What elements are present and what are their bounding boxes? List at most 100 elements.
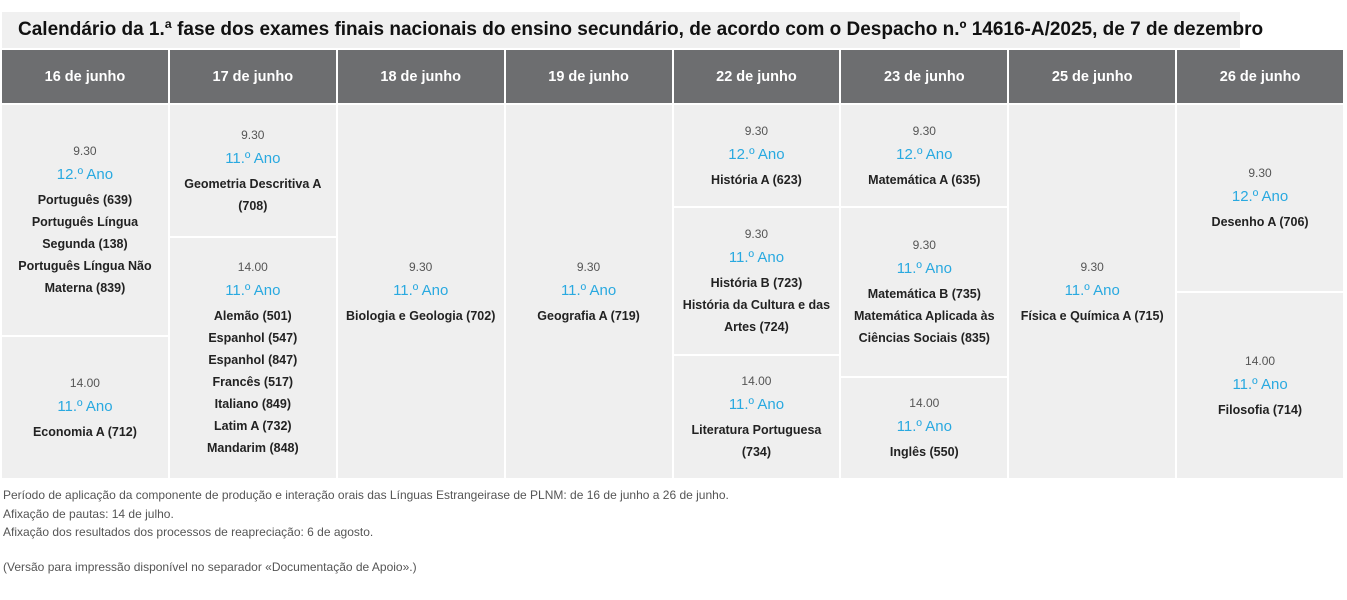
exam-slot: 14.00 11.º Ano Filosofia (714)	[1177, 293, 1343, 478]
exam-time: 9.30	[241, 127, 265, 142]
day-column: 19 de junho 9.30 11.º Ano Geografia A (719)	[505, 50, 672, 478]
exam-subject: Italiano (849)	[214, 397, 292, 411]
exam-subject: História B (723)	[710, 276, 803, 290]
exam-table: 16 de junho 9.30 12.º Ano Português (639) Po…	[2, 50, 1343, 478]
exam-year: 11.º Ano	[393, 281, 449, 299]
exam-time: 14.00	[741, 374, 772, 388]
exam-slot: 9.30 12.º Ano Português (639) Português Lín…	[2, 105, 168, 335]
day-column: 26 de junho 9.30 12.º Ano Desenho A (706) 14…	[1177, 50, 1343, 478]
exam-slot: 14.00 11.º Ano Literatura Portuguesa (734)	[673, 356, 840, 478]
exam-subject: Filosofia (714)	[1218, 402, 1303, 417]
day-column: 23 de junho 9.30 12.º Ano Matemática A (635…	[841, 50, 1008, 478]
exam-time: 14.00	[69, 375, 100, 390]
exam-subject: História A (623)	[711, 172, 802, 187]
exam-subject: Espanhol (547)	[208, 331, 298, 345]
exam-subject: Português Língua Segunda (138)	[31, 215, 139, 251]
exam-slot: 9.30 11.º Ano História B (723) História da …	[673, 208, 840, 354]
day-column: 16 de junho 9.30 12.º Ano Português (639) Po…	[2, 50, 168, 478]
day-body: 9.30 11.º Ano Biologia e Geologia (702)	[337, 105, 504, 478]
exam-slot: 9.30 11.º Ano Matemática B (735) Matemática…	[841, 208, 1008, 376]
exam-time: 9.30	[744, 227, 769, 241]
exam-year: 11.º Ano	[560, 281, 617, 299]
day-header: 19 de junho	[505, 50, 672, 103]
exam-year: 12.º Ano	[728, 145, 785, 163]
exam-year: 11.º Ano	[728, 249, 785, 266]
day-column: 17 de junho 9.30 11.º Ano Geometria Descrit…	[169, 50, 336, 478]
exam-subject: Português Língua Não Materna (839)	[18, 259, 152, 295]
exam-subject: Francês (517)	[212, 375, 294, 389]
exam-subject: Matemática A (635)	[868, 172, 981, 187]
day-column: 18 de junho 9.30 11.º Ano Biologia e Geolog…	[337, 50, 504, 478]
day-column: 22 de junho 9.30 12.º Ano História A (623) 9…	[673, 50, 840, 478]
exam-year: 12.º Ano	[896, 145, 953, 163]
exam-slot: 9.30 11.º Ano Biologia e Geologia (702)	[337, 105, 504, 478]
day-column: 25 de junho 9.30 11.º Ano Física e Química …	[1009, 50, 1176, 478]
exam-year: 11.º Ano	[896, 260, 952, 277]
day-body: 9.30 12.º Ano Desenho A (706) 14.00 11.º Ano…	[1177, 105, 1343, 478]
exam-year: 11.º Ano	[728, 396, 785, 413]
day-body: 9.30 11.º Ano Física e Química A (715)	[1009, 105, 1176, 478]
exam-subject: Geometria Descritiva A (708)	[184, 176, 322, 213]
exam-slot: 9.30 11.º Ano Geometria Descritiva A (708)	[169, 105, 336, 236]
exam-subject: Mandarim (848)	[206, 441, 299, 455]
day-header: 25 de junho	[1009, 50, 1176, 103]
note-line: Afixação dos resultados dos processos de…	[3, 525, 374, 539]
day-header: 23 de junho	[841, 50, 1008, 103]
exam-time: 9.30	[409, 259, 433, 274]
exam-year: 12.º Ano	[56, 166, 114, 183]
exam-year: 11.º Ano	[57, 397, 113, 415]
exam-subject: Português (639)	[37, 193, 133, 207]
exam-subject: Economia A (712)	[32, 424, 137, 439]
title: Calendário da 1.ª fase dos exames finais…	[2, 12, 1263, 48]
exam-subject: Alemão (501)	[213, 309, 292, 323]
exam-slot: 14.00 11.º Ano Alemão (501) Espanhol (547) E…	[169, 238, 336, 478]
exam-slot: 14.00 11.º Ano Economia A (712)	[2, 337, 168, 478]
exam-time: 9.30	[576, 259, 601, 274]
exam-slot: 14.00 11.º Ano Inglês (550)	[841, 378, 1008, 478]
exam-time: 9.30	[1080, 259, 1104, 274]
exam-subject: Literatura Portuguesa (734)	[691, 423, 822, 459]
exam-year: 11.º Ano	[225, 149, 281, 167]
exam-time: 9.30	[73, 144, 97, 158]
exam-year: 11.º Ano	[225, 282, 281, 299]
exam-subject: Biologia e Geologia (702)	[346, 308, 496, 323]
day-header: 17 de junho	[169, 50, 336, 103]
day-header: 26 de junho	[1177, 50, 1343, 103]
exam-time: 9.30	[912, 123, 936, 138]
exam-slot: 9.30 12.º Ano História A (623)	[673, 105, 840, 206]
day-body: 9.30 12.º Ano História A (623) 9.30 11.º Ano…	[673, 105, 840, 478]
day-header: 18 de junho	[337, 50, 504, 103]
exam-year: 11.º Ano	[896, 418, 952, 435]
day-header: 16 de junho	[2, 50, 168, 103]
note-line: Afixação de pautas: 14 de julho.	[3, 506, 174, 521]
notes: Período de aplicação da componente de pr…	[3, 486, 729, 576]
exam-time: 9.30	[744, 123, 769, 138]
exam-subject: Latim A (732)	[214, 419, 292, 433]
exam-subject: Matemática Aplicada às Ciências Sociais …	[854, 309, 995, 345]
day-body: 9.30 12.º Ano Português (639) Português Lín…	[2, 105, 168, 478]
day-body: 9.30 12.º Ano Matemática A (635) 9.30 11.º A…	[841, 105, 1008, 478]
exam-year: 12.º Ano	[1231, 188, 1289, 205]
exam-slot: 9.30 12.º Ano Matemática A (635)	[841, 105, 1008, 206]
exam-subject: Inglês (550)	[889, 445, 959, 459]
day-body: 9.30 11.º Ano Geografia A (719)	[505, 105, 672, 478]
exam-subject: História da Cultura e das Artes (724)	[682, 298, 831, 334]
day-header: 22 de junho	[673, 50, 840, 103]
exam-subject: Física e Química A (715)	[1020, 308, 1164, 323]
exam-slot: 9.30 11.º Ano Geografia A (719)	[505, 105, 672, 478]
exam-time: 14.00	[1245, 353, 1276, 368]
exam-subject: Desenho A (706)	[1211, 215, 1309, 229]
exam-subject: Matemática B (735)	[867, 287, 981, 301]
exam-subject: Espanhol (847)	[208, 353, 298, 367]
exam-subject: Geografia A (719)	[537, 308, 640, 323]
exam-slot: 9.30 12.º Ano Desenho A (706)	[1177, 105, 1343, 291]
day-body: 9.30 11.º Ano Geometria Descritiva A (708)…	[169, 105, 336, 478]
exam-year: 11.º Ano	[1232, 375, 1288, 393]
note-line: (Versão para impressão disponível no sep…	[3, 559, 417, 574]
exam-time: 9.30	[1248, 166, 1272, 180]
exam-time: 14.00	[909, 396, 940, 410]
note-line: Período de aplicação da componente de pr…	[3, 488, 729, 502]
exam-time: 14.00	[237, 260, 268, 274]
exam-slot: 9.30 11.º Ano Física e Química A (715)	[1009, 105, 1176, 478]
